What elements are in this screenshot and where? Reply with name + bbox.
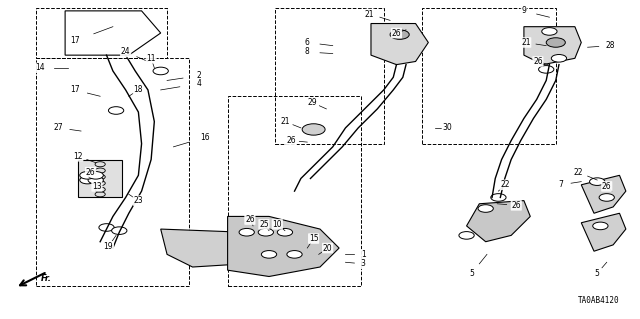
Text: 21: 21 [280,117,290,126]
Circle shape [302,124,325,135]
Text: 5: 5 [469,269,474,278]
Text: 22: 22 [573,168,583,177]
Text: 25: 25 [259,220,269,229]
Circle shape [258,228,273,236]
Text: 26: 26 [392,28,401,38]
Circle shape [589,178,605,185]
Text: 23: 23 [134,196,143,205]
Text: 7: 7 [559,180,563,189]
Polygon shape [228,216,339,277]
Text: 21: 21 [521,38,531,47]
Circle shape [599,194,614,201]
Circle shape [111,227,127,234]
Text: 27: 27 [54,123,63,132]
Text: 14: 14 [35,63,44,72]
Polygon shape [78,160,122,197]
Circle shape [287,250,302,258]
Polygon shape [524,27,581,65]
Circle shape [88,176,103,184]
Text: 17: 17 [70,85,79,94]
Text: 26: 26 [245,215,255,224]
Text: 1: 1 [361,250,365,259]
Text: 4: 4 [196,79,202,88]
Circle shape [459,232,474,239]
Text: 21: 21 [365,10,374,19]
Circle shape [108,107,124,114]
Text: Fr.: Fr. [41,274,52,283]
Text: 26: 26 [287,136,296,145]
Text: 29: 29 [308,98,317,107]
Circle shape [546,38,565,47]
Text: 17: 17 [70,36,79,45]
Circle shape [80,176,95,184]
Text: 28: 28 [605,41,614,50]
Text: 3: 3 [361,259,366,268]
Circle shape [593,222,608,230]
Polygon shape [581,213,626,251]
Circle shape [80,172,95,179]
Text: 19: 19 [104,242,113,251]
Text: TA0AB4120: TA0AB4120 [578,296,620,305]
Text: 24: 24 [121,48,131,56]
Text: 9: 9 [522,6,526,15]
Circle shape [491,194,506,201]
Text: 26: 26 [602,182,612,191]
Circle shape [478,205,493,212]
Text: 15: 15 [309,234,319,243]
Text: 18: 18 [134,85,143,94]
Text: 11: 11 [147,54,156,63]
Circle shape [153,67,168,75]
Circle shape [277,228,292,236]
Polygon shape [371,24,428,65]
Text: 16: 16 [200,133,210,142]
Polygon shape [467,201,531,242]
Text: 20: 20 [323,243,332,253]
Text: 2: 2 [196,71,202,80]
Polygon shape [581,175,626,213]
Text: 5: 5 [595,269,600,278]
Text: 22: 22 [500,180,509,189]
Circle shape [390,30,409,39]
Text: 10: 10 [273,220,282,229]
Text: 6: 6 [305,38,310,47]
Text: 26: 26 [86,168,95,177]
Circle shape [261,250,276,258]
Circle shape [239,228,254,236]
Circle shape [88,172,103,179]
Text: 8: 8 [305,48,310,56]
Text: 26: 26 [533,57,543,66]
Text: 12: 12 [73,152,83,161]
Text: 30: 30 [443,123,452,132]
Polygon shape [161,229,269,267]
Circle shape [551,55,566,62]
Text: 26: 26 [511,201,521,210]
Circle shape [539,66,554,73]
Text: 13: 13 [92,182,102,191]
Circle shape [541,28,557,35]
Circle shape [99,224,114,231]
